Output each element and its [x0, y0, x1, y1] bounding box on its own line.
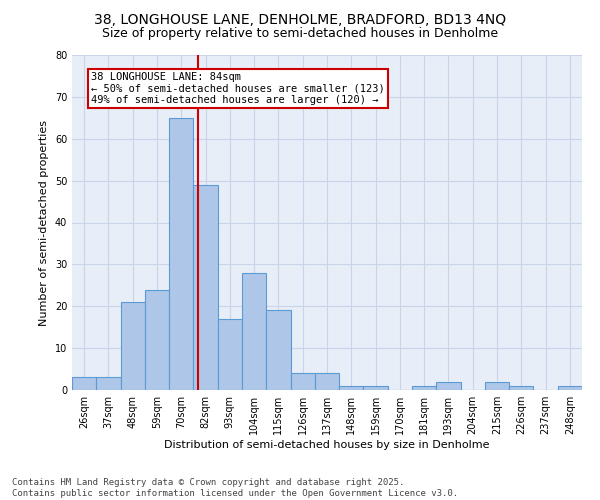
Bar — [145, 290, 169, 390]
Bar — [72, 378, 96, 390]
Bar — [290, 373, 315, 390]
Bar — [339, 386, 364, 390]
Bar — [121, 302, 145, 390]
Bar — [169, 118, 193, 390]
Bar — [242, 273, 266, 390]
X-axis label: Distribution of semi-detached houses by size in Denholme: Distribution of semi-detached houses by … — [164, 440, 490, 450]
Bar — [485, 382, 509, 390]
Bar — [266, 310, 290, 390]
Bar — [364, 386, 388, 390]
Bar — [96, 378, 121, 390]
Text: Size of property relative to semi-detached houses in Denholme: Size of property relative to semi-detach… — [102, 28, 498, 40]
Bar — [193, 185, 218, 390]
Text: 38 LONGHOUSE LANE: 84sqm
← 50% of semi-detached houses are smaller (123)
49% of : 38 LONGHOUSE LANE: 84sqm ← 50% of semi-d… — [91, 72, 385, 105]
Bar — [509, 386, 533, 390]
Text: Contains HM Land Registry data © Crown copyright and database right 2025.
Contai: Contains HM Land Registry data © Crown c… — [12, 478, 458, 498]
Bar — [436, 382, 461, 390]
Bar — [315, 373, 339, 390]
Text: 38, LONGHOUSE LANE, DENHOLME, BRADFORD, BD13 4NQ: 38, LONGHOUSE LANE, DENHOLME, BRADFORD, … — [94, 12, 506, 26]
Y-axis label: Number of semi-detached properties: Number of semi-detached properties — [39, 120, 49, 326]
Bar — [218, 319, 242, 390]
Bar — [558, 386, 582, 390]
Bar — [412, 386, 436, 390]
